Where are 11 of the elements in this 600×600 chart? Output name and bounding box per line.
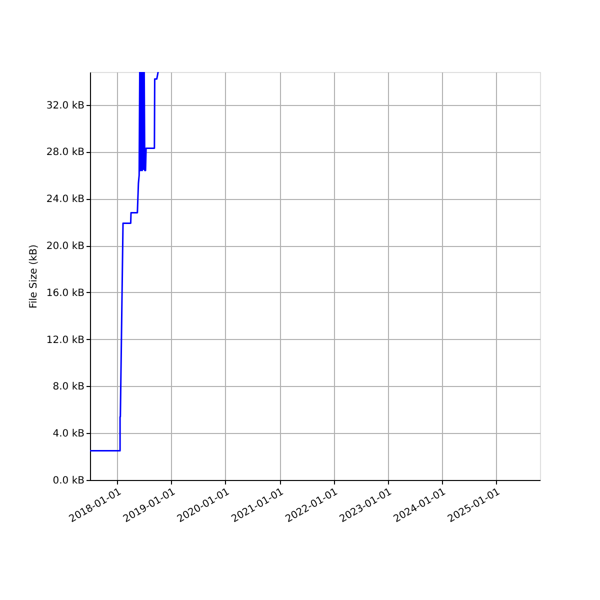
line-series bbox=[90, 72, 159, 452]
y-tick-label: 16.0 kB bbox=[46, 288, 85, 299]
y-tick-label: 28.0 kB bbox=[46, 147, 85, 158]
y-tick-label: 4.0 kB bbox=[52, 428, 85, 440]
y-axis-title: File Size (kB) bbox=[28, 244, 40, 309]
y-tick-label: 0.0 kB bbox=[52, 476, 85, 486]
y-tick-label: 12.0 kB bbox=[46, 334, 85, 346]
y-tick-label: 20.0 kB bbox=[46, 241, 85, 252]
y-tick-label: 8.0 kB bbox=[52, 382, 85, 393]
y-tick-label: 24.0 kB bbox=[46, 194, 85, 206]
y-tick-label: 32.0 kB bbox=[46, 100, 85, 112]
